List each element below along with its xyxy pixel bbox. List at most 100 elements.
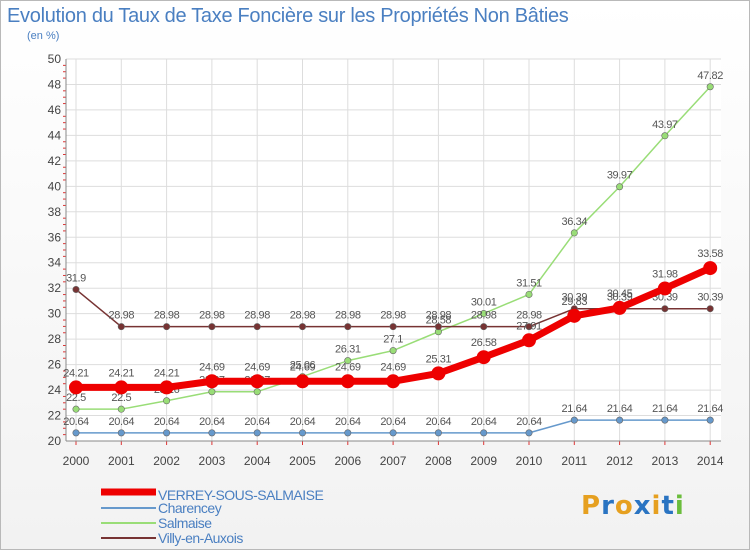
data-point-verrey-sous-salmaise <box>386 374 401 389</box>
data-point-villy-en-auxois <box>208 323 216 331</box>
y-tick-label: 44 <box>48 128 62 142</box>
data-point-salmaise <box>72 405 80 413</box>
x-tick-label: 2011 <box>561 454 587 468</box>
x-tick-label: 2010 <box>516 454 543 468</box>
data-label-villy-en-auxois: 28.98 <box>109 310 135 322</box>
data-point-verrey-sous-salmaise <box>204 374 219 389</box>
y-axis-unit: (en %) <box>27 30 60 42</box>
data-point-charencey <box>253 429 261 437</box>
data-label-charencey: 20.64 <box>516 416 542 428</box>
data-label-villy-en-auxois: 28.98 <box>426 310 452 322</box>
data-point-villy-en-auxois <box>163 323 171 331</box>
legend-label-villy: Villy-en-Auxois <box>158 530 243 546</box>
y-tick-label: 28 <box>48 332 62 346</box>
y-tick-label: 40 <box>48 179 62 193</box>
data-point-salmaise <box>163 397 171 405</box>
y-tick-label: 22 <box>48 409 62 423</box>
data-point-charencey <box>525 429 533 437</box>
data-label-charencey: 20.64 <box>426 416 452 428</box>
data-point-charencey <box>616 416 624 424</box>
data-label-villy-en-auxois: 28.98 <box>516 310 542 322</box>
data-label-charencey: 20.64 <box>244 416 270 428</box>
data-label-verrey-sous-salmaise: 26.58 <box>471 337 497 349</box>
data-label-charencey: 21.64 <box>697 403 723 415</box>
data-label-villy-en-auxois: 28.98 <box>154 310 180 322</box>
data-label-villy-en-auxois: 28.98 <box>199 310 225 322</box>
data-label-salmaise: 22.5 <box>66 392 86 404</box>
y-tick-label: 24 <box>48 383 62 397</box>
data-label-salmaise: 31.51 <box>516 277 542 289</box>
data-point-villy-en-auxois <box>72 285 80 293</box>
x-tick-label: 2003 <box>199 454 226 468</box>
data-point-salmaise <box>117 405 125 413</box>
y-tick-label: 38 <box>48 205 62 219</box>
data-label-villy-en-auxois: 30.39 <box>697 292 723 304</box>
y-tick-label: 34 <box>48 256 62 270</box>
data-label-villy-en-auxois: 28.98 <box>290 310 316 322</box>
data-point-salmaise <box>706 83 714 91</box>
data-label-villy-en-auxois: 30.39 <box>607 292 633 304</box>
logo-letter: P <box>581 491 602 521</box>
x-tick-label: 2013 <box>652 454 679 468</box>
y-tick-label: 26 <box>48 358 62 372</box>
data-point-villy-en-auxois <box>434 323 442 331</box>
data-point-charencey <box>434 429 442 437</box>
data-point-charencey <box>706 416 714 424</box>
data-point-villy-en-auxois <box>344 323 352 331</box>
data-label-charencey: 20.64 <box>154 416 180 428</box>
y-tick-label: 48 <box>48 77 62 91</box>
data-label-salmaise: 47.82 <box>697 70 723 82</box>
data-label-villy-en-auxois: 31.9 <box>66 272 86 284</box>
x-tick-label: 2006 <box>334 454 361 468</box>
data-point-verrey-sous-salmaise <box>340 374 355 389</box>
data-label-verrey-sous-salmaise: 33.58 <box>697 248 723 260</box>
data-label-verrey-sous-salmaise: 27.91 <box>516 320 542 332</box>
data-point-villy-en-auxois <box>117 323 125 331</box>
data-point-verrey-sous-salmaise <box>612 300 627 315</box>
data-label-charencey: 21.64 <box>562 403 588 415</box>
data-label-verrey-sous-salmaise: 30.45 <box>607 288 633 300</box>
data-label-verrey-sous-salmaise: 24.69 <box>335 361 361 373</box>
data-point-villy-en-auxois <box>706 305 714 313</box>
data-point-verrey-sous-salmaise <box>703 261 718 276</box>
data-label-verrey-sous-salmaise: 24.69 <box>244 361 270 373</box>
data-label-villy-en-auxois: 28.98 <box>335 310 361 322</box>
data-point-salmaise <box>616 183 624 191</box>
data-label-verrey-sous-salmaise: 29.83 <box>562 296 588 308</box>
data-point-villy-en-auxois <box>389 323 397 331</box>
data-point-verrey-sous-salmaise <box>114 380 129 395</box>
data-point-salmaise <box>570 229 578 237</box>
data-point-villy-en-auxois <box>480 323 488 331</box>
data-label-charencey: 21.64 <box>607 403 633 415</box>
x-tick-label: 2000 <box>63 454 90 468</box>
data-label-verrey-sous-salmaise: 24.69 <box>199 361 225 373</box>
y-tick-label: 36 <box>48 230 62 244</box>
data-label-salmaise: 30.01 <box>471 297 497 309</box>
data-point-salmaise <box>525 290 533 298</box>
legend-label-salmaise: Salmaise <box>158 515 212 531</box>
data-label-salmaise: 26.31 <box>335 344 361 356</box>
data-label-salmaise: 22.5 <box>111 392 131 404</box>
data-point-verrey-sous-salmaise <box>159 380 174 395</box>
data-label-salmaise: 25.06 <box>290 360 316 372</box>
logo-letter: x <box>633 491 652 521</box>
logo-letter: o <box>614 491 634 521</box>
data-label-charencey: 20.64 <box>380 416 406 428</box>
data-label-verrey-sous-salmaise: 31.98 <box>652 268 678 280</box>
data-point-verrey-sous-salmaise <box>657 281 672 296</box>
y-tick-label: 42 <box>48 154 62 168</box>
data-point-salmaise <box>389 347 397 355</box>
data-point-verrey-sous-salmaise <box>567 308 582 323</box>
data-label-charencey: 20.64 <box>335 416 361 428</box>
x-tick-label: 2002 <box>153 454 180 468</box>
data-label-villy-en-auxois: 30.39 <box>562 292 588 304</box>
data-point-verrey-sous-salmaise <box>69 380 83 395</box>
data-point-charencey <box>72 429 80 437</box>
x-tick-label: 2007 <box>380 454 407 468</box>
y-tick-label: 20 <box>48 434 62 448</box>
data-point-salmaise <box>661 132 669 140</box>
data-label-verrey-sous-salmaise: 24.69 <box>290 361 316 373</box>
data-label-salmaise: 27.1 <box>383 334 403 346</box>
data-label-salmaise: 43.97 <box>652 119 678 131</box>
